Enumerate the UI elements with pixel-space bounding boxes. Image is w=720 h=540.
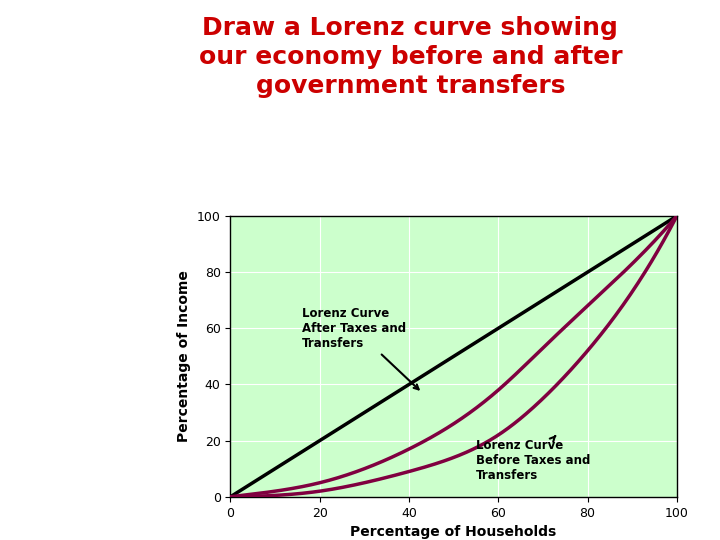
Y-axis label: Percentage of Income: Percentage of Income [177, 271, 192, 442]
Text: Lorenz Curve
Before Taxes and
Transfers: Lorenz Curve Before Taxes and Transfers [476, 436, 590, 482]
Text: Lorenz Curve
After Taxes and
Transfers: Lorenz Curve After Taxes and Transfers [302, 307, 418, 389]
X-axis label: Percentage of Households: Percentage of Households [351, 525, 557, 539]
Text: Draw a Lorenz curve showing
our economy before and after
government transfers: Draw a Lorenz curve showing our economy … [199, 16, 622, 98]
